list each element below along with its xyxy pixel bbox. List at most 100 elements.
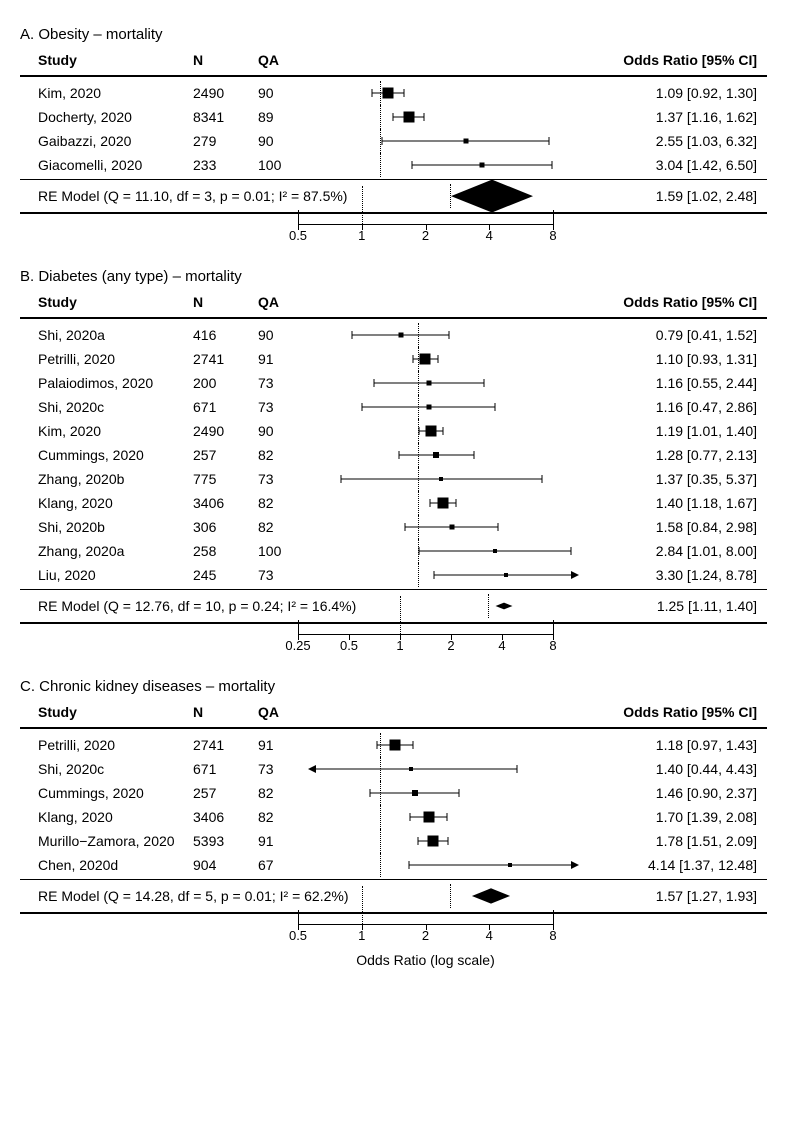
study-label: Shi, 2020c [20,761,193,777]
x-axis: 0.250.51248 [298,626,553,666]
ci-cap [551,161,552,169]
ci-cap [418,427,419,435]
col-or-header: Odds Ratio [95% CI] [571,704,767,720]
model-result: 1.57 [1.27, 1.93] [641,888,767,904]
axis-tick-label: 1 [396,638,403,653]
study-label: Kim, 2020 [20,423,193,439]
table-row: Liu, 2020245733.30 [1.24, 8.78] [20,563,767,587]
n-value: 5393 [193,833,258,849]
ci-cap [437,355,438,363]
study-label: Murillo−Zamora, 2020 [20,833,193,849]
table-header: StudyNQAOdds Ratio [95% CI] [20,699,767,729]
study-label: Klang, 2020 [20,495,193,511]
ci-cap [362,403,363,411]
ci-cap [483,379,484,387]
model-plot [386,184,641,208]
ci-cap [370,789,371,797]
or-text: 1.18 [0.97, 1.43] [571,737,767,753]
or-text: 1.37 [0.35, 5.37] [571,471,767,487]
forest-panel: C. Chronic kidney diseases – mortalitySt… [20,678,767,968]
forest-cell [316,781,571,805]
refline [380,829,381,853]
forest-cell [316,153,571,177]
model-diamond [472,888,510,903]
col-study-header: Study [20,294,193,310]
n-value: 2741 [193,737,258,753]
qa-value: 90 [258,133,316,149]
divider [20,912,767,914]
col-n-header: N [193,294,258,310]
or-text: 1.10 [0.93, 1.31] [571,351,767,367]
col-n-header: N [193,704,258,720]
forest-cell [316,81,571,105]
ci-cap [447,837,448,845]
axis-endtick [298,210,299,224]
ci-cap [393,113,394,121]
ci-cap [376,741,377,749]
ci-cap [447,813,448,821]
study-label: Cummings, 2020 [20,447,193,463]
axis-tick-label: 8 [549,928,556,943]
plot-body: Shi, 2020a416900.79 [0.41, 1.52]Petrilli… [20,323,767,587]
model-row: RE Model (Q = 12.76, df = 10, p = 0.24; … [20,592,767,620]
qa-value: 67 [258,857,316,873]
table-header: StudyNQAOdds Ratio [95% CI] [20,289,767,319]
table-row: Gaibazzi, 2020279902.55 [1.03, 6.32] [20,129,767,153]
point-estimate [382,88,393,99]
divider [20,879,767,880]
col-study-header: Study [20,52,193,68]
study-label: Petrilli, 2020 [20,737,193,753]
col-qa-header: QA [258,704,316,720]
ci-cap [408,861,409,869]
axis-tick-label: 1 [358,228,365,243]
ci-cap [352,331,353,339]
col-plot-header [316,47,571,73]
qa-value: 100 [258,157,316,173]
axis-tick-label: 8 [549,638,556,653]
axis-tick-label: 4 [486,228,493,243]
point-estimate [398,333,403,338]
qa-value: 82 [258,447,316,463]
n-value: 245 [193,567,258,583]
point-estimate [426,381,431,386]
study-label: Palaiodimos, 2020 [20,375,193,391]
panel-title: B. Diabetes (any type) – mortality [20,268,767,285]
ci-cap [412,741,413,749]
model-result: 1.25 [1.11, 1.40] [641,598,767,614]
ci-cap [430,499,431,507]
plot-body: Kim, 20202490901.09 [0.92, 1.30]Docherty… [20,81,767,177]
n-value: 257 [193,785,258,801]
study-label: Zhang, 2020a [20,543,193,559]
n-value: 416 [193,327,258,343]
col-plot-header [316,699,571,725]
ci-cap [498,523,499,531]
ci-cap [516,765,517,773]
qa-value: 100 [258,543,316,559]
table-row: Giacomelli, 20202331003.04 [1.42, 6.50] [20,153,767,177]
model-diamond [452,180,534,213]
ci-cap [541,475,542,483]
forest-cell [316,129,571,153]
forest-cell [316,853,571,877]
n-value: 8341 [193,109,258,125]
study-label: Shi, 2020c [20,399,193,415]
or-text: 1.70 [1.39, 2.08] [571,809,767,825]
qa-value: 82 [258,519,316,535]
table-row: Zhang, 2020a2581002.84 [1.01, 8.00] [20,539,767,563]
table-row: Shi, 2020c671731.40 [0.44, 4.43] [20,757,767,781]
table-row: Zhang, 2020b775731.37 [0.35, 5.37] [20,467,767,491]
or-text: 1.16 [0.55, 2.44] [571,375,767,391]
table-row: Palaiodimos, 2020200731.16 [0.55, 2.44] [20,371,767,395]
ci-cap [571,547,572,555]
refline [380,105,381,129]
point-estimate [463,139,468,144]
table-row: Shi, 2020b306821.58 [0.84, 2.98] [20,515,767,539]
ci-cap [549,137,550,145]
ci-cap [372,89,373,97]
table-row: Murillo−Zamora, 20205393911.78 [1.51, 2.… [20,829,767,853]
axis-endtick [553,910,554,924]
n-value: 775 [193,471,258,487]
point-estimate [409,767,413,771]
qa-value: 82 [258,495,316,511]
n-value: 3406 [193,495,258,511]
